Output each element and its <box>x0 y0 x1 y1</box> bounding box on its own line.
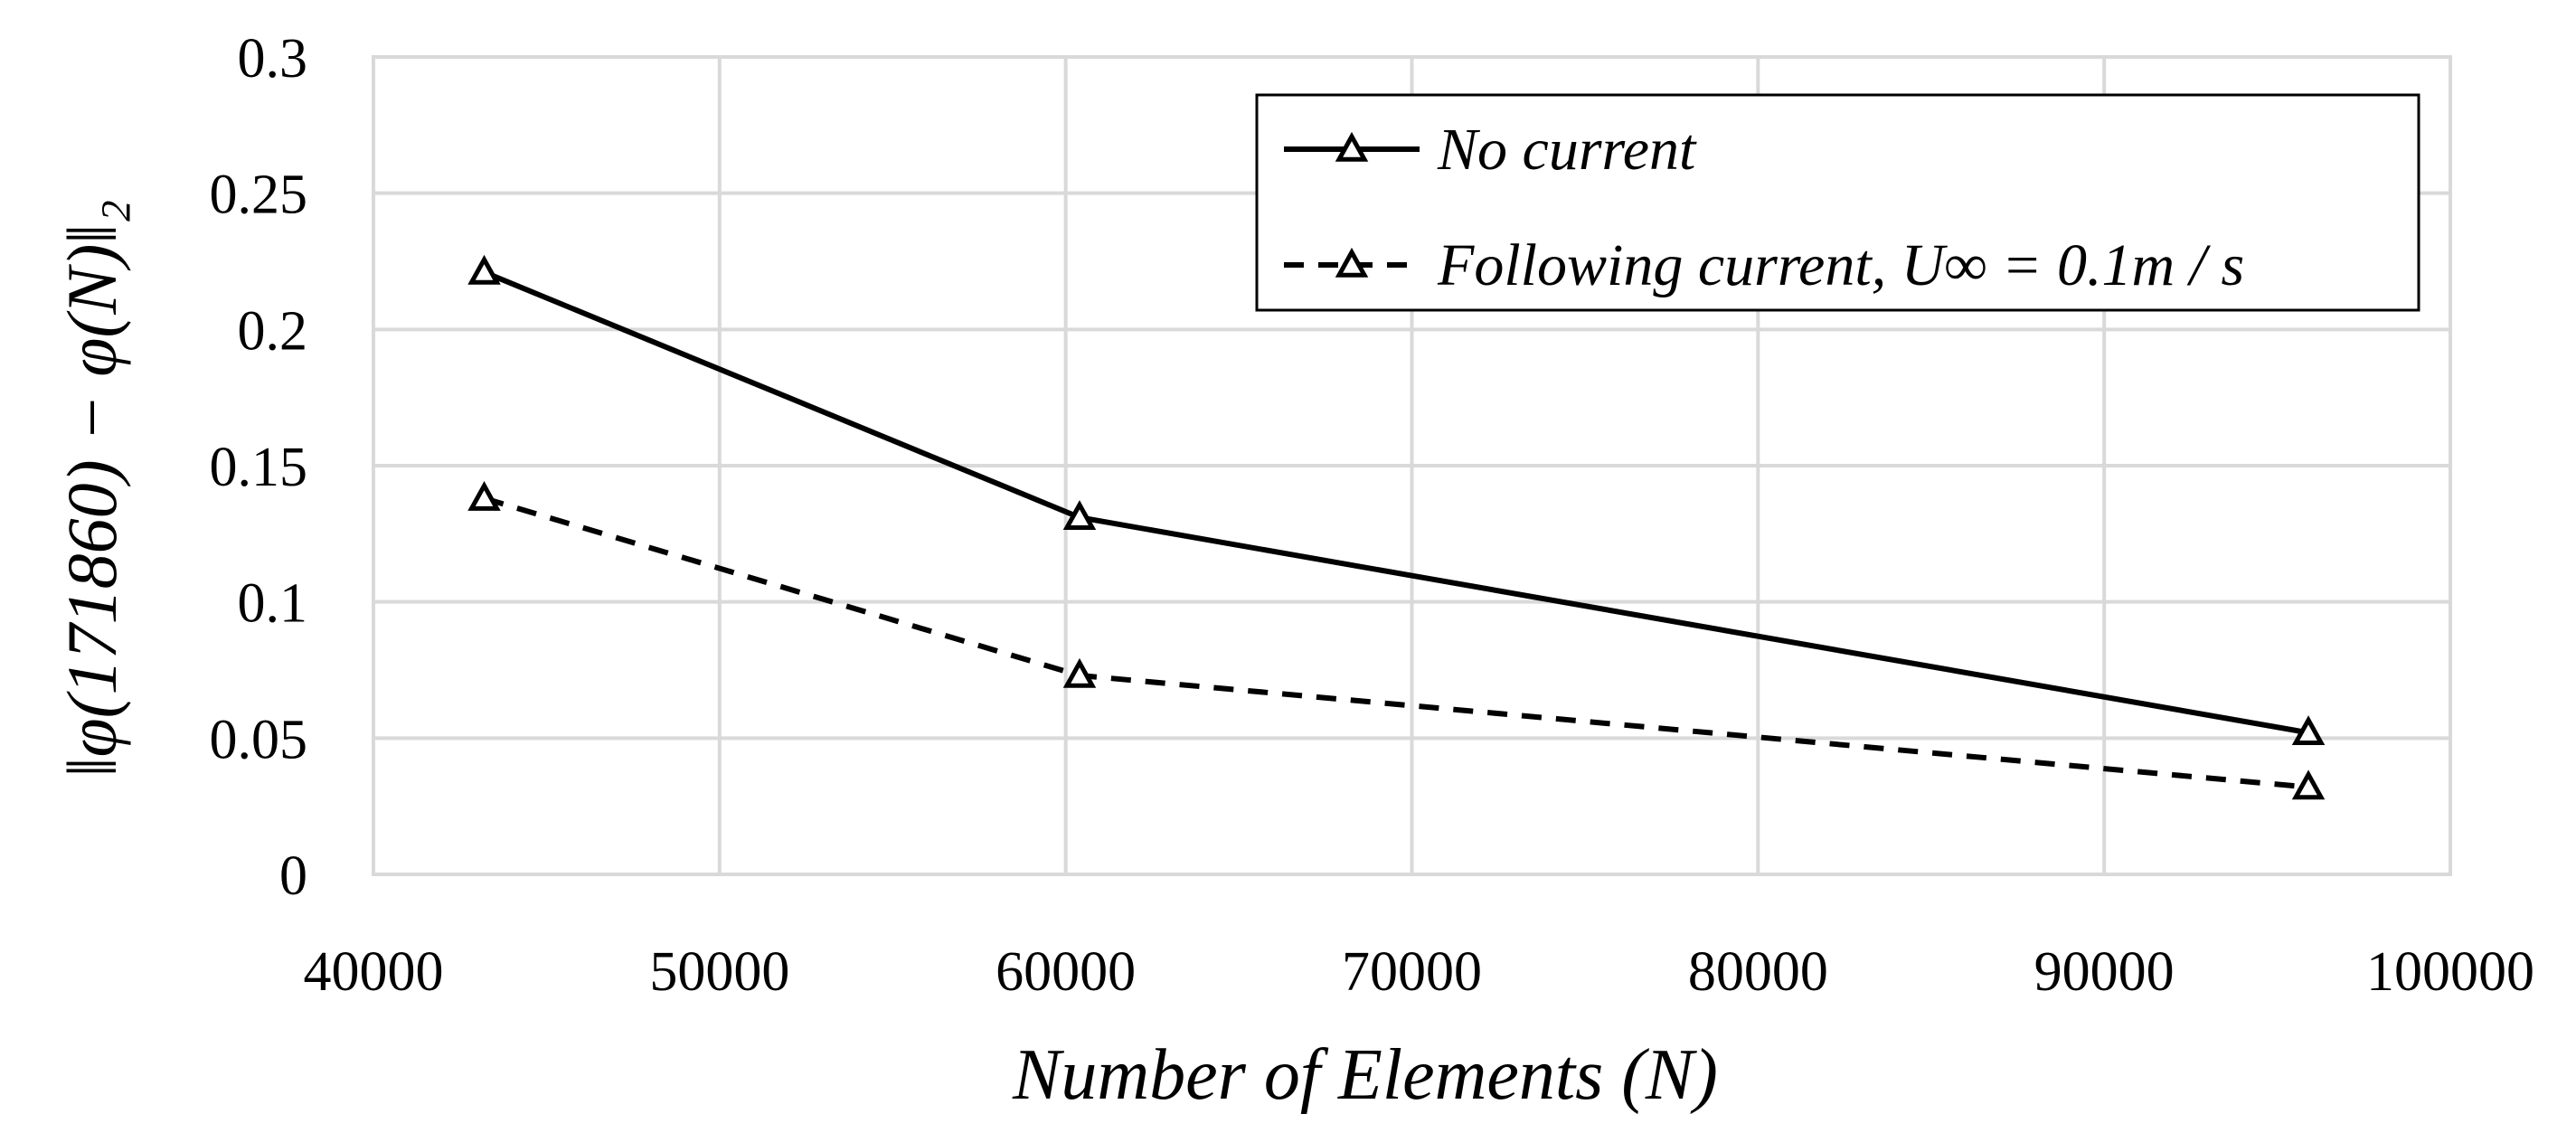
x-tick-label: 70000 <box>1342 941 1482 1003</box>
data-point-no-current <box>467 254 501 285</box>
legend-label-following-current: Following current, U∞ = 0.1m / s <box>1437 232 2244 298</box>
y-tick-label: 0.05 <box>210 709 308 770</box>
series-line-following-current <box>483 495 2309 790</box>
series-markers <box>467 254 2326 800</box>
y-tick-label: 0.2 <box>238 300 308 362</box>
data-point-no-current <box>1062 500 1097 530</box>
y-tick-label: 0.25 <box>210 165 308 226</box>
legend-marker-sample <box>1335 131 1369 162</box>
legend-marker-sample <box>1335 247 1369 278</box>
y-axis-title-text: ‖φ(171860) − φ(N)‖₂ <box>52 200 131 778</box>
data-point-following-current <box>467 481 501 511</box>
x-tick-label: 80000 <box>1688 941 1828 1003</box>
x-tick-labels: 40000 50000 60000 70000 80000 90000 100000 <box>304 941 2535 1003</box>
y-tick-label: 0 <box>279 845 307 907</box>
x-tick-label: 50000 <box>649 941 789 1003</box>
series-lines <box>483 269 2309 790</box>
legend-label-no-current: No current <box>1437 117 1697 183</box>
y-tick-label: 0.15 <box>210 437 308 498</box>
series-line-no-current <box>483 269 2309 736</box>
legend-box <box>1255 93 2420 312</box>
data-point-following-current <box>2291 769 2326 800</box>
plot-area-border <box>372 55 2452 876</box>
x-tick-label: 100000 <box>2366 941 2534 1003</box>
y-tick-label: 0.1 <box>238 573 308 635</box>
x-tick-label: 90000 <box>2034 941 2175 1003</box>
data-point-following-current <box>1062 657 1097 688</box>
y-axis-title: ‖φ(171860) − φ(N)‖₂ <box>52 200 131 778</box>
y-tick-labels: 0 0.05 0.1 0.15 0.2 0.25 0.3 <box>210 28 308 907</box>
x-axis-title: Number of Elements (N) <box>1012 1035 1718 1115</box>
x-tick-label: 60000 <box>995 941 1136 1003</box>
legend: No current Following current, U∞ = 0.1m /… <box>1255 93 2420 312</box>
y-tick-label: 0.3 <box>238 28 308 90</box>
data-point-no-current <box>2291 715 2326 746</box>
x-tick-label: 40000 <box>304 941 444 1003</box>
